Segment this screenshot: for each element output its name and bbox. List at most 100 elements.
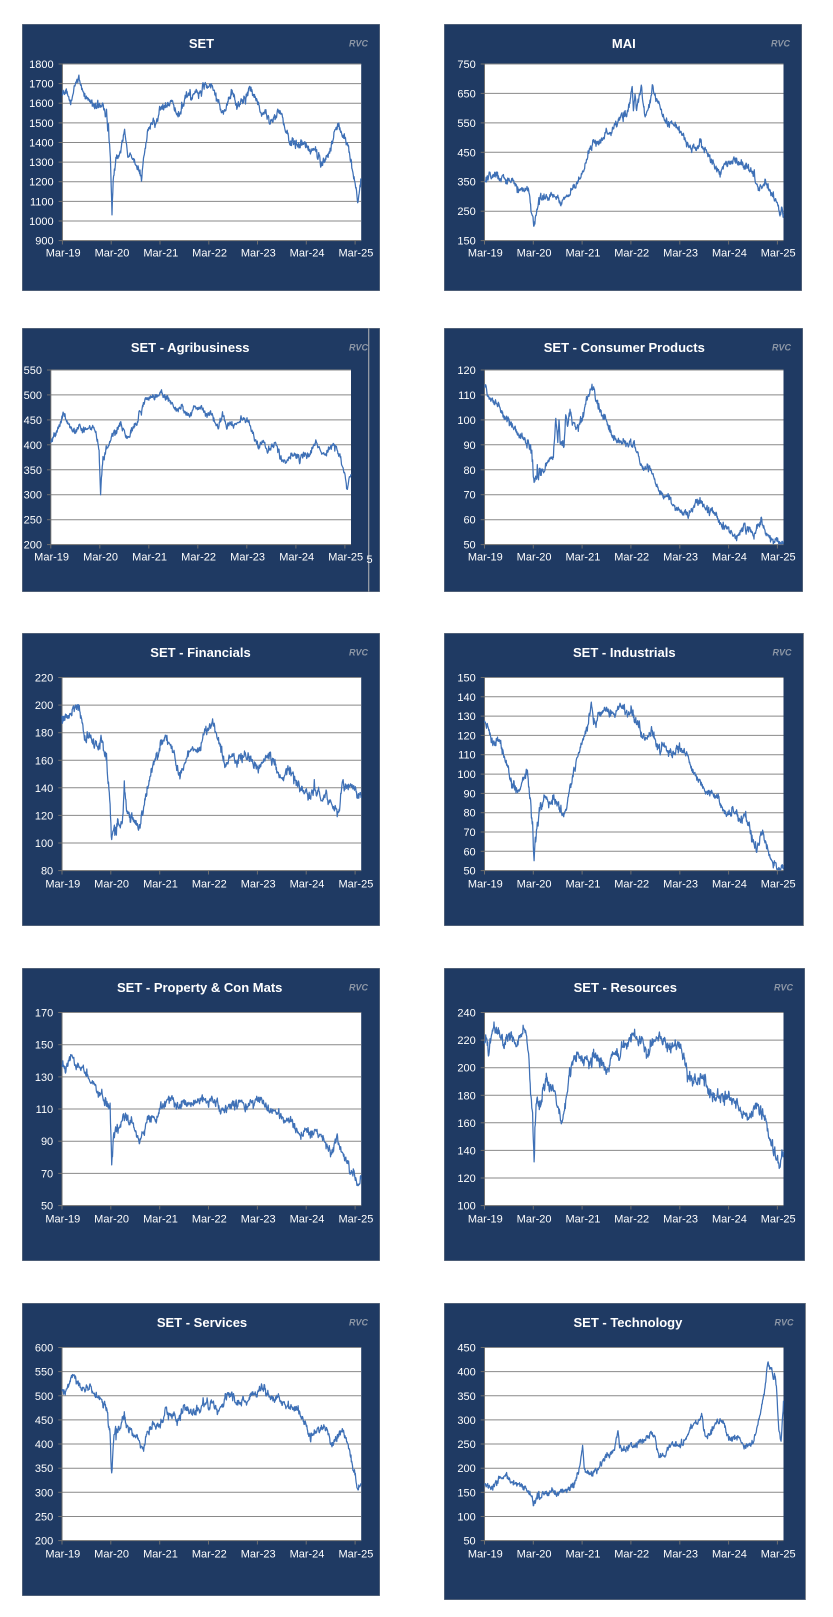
svg-text:Mar-19: Mar-19	[468, 551, 503, 563]
svg-text:Mar-22: Mar-22	[614, 878, 649, 890]
svg-text:70: 70	[463, 827, 475, 839]
svg-text:RVC: RVC	[772, 648, 792, 658]
svg-text:Mar-20: Mar-20	[517, 247, 552, 259]
svg-text:Mar-25: Mar-25	[761, 551, 796, 563]
svg-text:450: 450	[457, 147, 475, 159]
svg-text:RVC: RVC	[774, 983, 794, 993]
svg-text:Mar-25: Mar-25	[338, 1213, 373, 1225]
svg-text:SET - Industrials: SET - Industrials	[573, 645, 676, 660]
svg-text:80: 80	[41, 866, 53, 878]
svg-text:200: 200	[24, 540, 42, 552]
svg-text:RVC: RVC	[349, 343, 369, 353]
svg-text:90: 90	[463, 788, 475, 800]
svg-text:70: 70	[463, 490, 475, 502]
svg-text:450: 450	[24, 415, 42, 427]
svg-text:5: 5	[367, 554, 373, 566]
svg-text:350: 350	[457, 177, 475, 189]
svg-text:Mar-24: Mar-24	[712, 1213, 747, 1225]
svg-text:150: 150	[457, 236, 475, 248]
svg-text:Mar-20: Mar-20	[83, 551, 118, 563]
svg-text:Mar-19: Mar-19	[34, 551, 69, 563]
svg-text:SET - Resources: SET - Resources	[574, 980, 677, 995]
svg-text:350: 350	[457, 1391, 475, 1403]
svg-text:1400: 1400	[29, 137, 53, 149]
svg-text:250: 250	[457, 1439, 475, 1451]
svg-text:Mar-19: Mar-19	[468, 247, 503, 259]
svg-text:Mar-24: Mar-24	[712, 1548, 747, 1560]
svg-text:250: 250	[457, 206, 475, 218]
svg-text:1800: 1800	[29, 59, 53, 71]
svg-text:Mar-22: Mar-22	[614, 551, 649, 563]
svg-text:Mar-21: Mar-21	[143, 878, 178, 890]
svg-text:60: 60	[463, 515, 475, 527]
svg-text:160: 160	[457, 1118, 475, 1130]
svg-text:1000: 1000	[29, 216, 53, 228]
svg-text:400: 400	[24, 440, 42, 452]
svg-text:Mar-20: Mar-20	[517, 1213, 552, 1225]
svg-text:110: 110	[458, 390, 476, 402]
svg-text:150: 150	[35, 1040, 53, 1052]
svg-text:Mar-19: Mar-19	[45, 1213, 80, 1225]
svg-text:120: 120	[457, 365, 475, 377]
svg-text:120: 120	[457, 1173, 475, 1185]
svg-text:Mar-24: Mar-24	[290, 1213, 325, 1225]
svg-text:Mar-21: Mar-21	[565, 1548, 600, 1560]
svg-text:Mar-23: Mar-23	[663, 551, 698, 563]
svg-text:Mar-20: Mar-20	[95, 247, 130, 259]
svg-text:Mar-21: Mar-21	[565, 247, 600, 259]
svg-text:140: 140	[35, 783, 53, 795]
svg-text:Mar-23: Mar-23	[241, 878, 276, 890]
svg-text:Mar-20: Mar-20	[517, 551, 552, 563]
svg-text:450: 450	[35, 1415, 53, 1427]
svg-text:100: 100	[457, 769, 475, 781]
svg-text:500: 500	[35, 1391, 53, 1403]
svg-text:Mar-20: Mar-20	[94, 878, 129, 890]
svg-text:SET - Consumer Products: SET - Consumer Products	[544, 340, 705, 355]
svg-text:1700: 1700	[29, 79, 53, 91]
svg-text:50: 50	[463, 540, 475, 552]
svg-text:200: 200	[457, 1463, 475, 1475]
svg-text:Mar-23: Mar-23	[663, 1213, 698, 1225]
svg-text:Mar-24: Mar-24	[290, 878, 325, 890]
svg-text:750: 750	[457, 59, 475, 71]
svg-text:70: 70	[41, 1168, 53, 1180]
svg-text:Mar-22: Mar-22	[192, 1548, 227, 1560]
svg-text:1500: 1500	[29, 118, 53, 130]
svg-text:Mar-24: Mar-24	[290, 1548, 325, 1560]
svg-text:SET - Property & Con Mats: SET - Property & Con Mats	[117, 980, 282, 995]
svg-text:MAI: MAI	[612, 36, 636, 51]
svg-text:RVC: RVC	[772, 343, 792, 353]
svg-text:90: 90	[463, 440, 475, 452]
svg-text:550: 550	[35, 1367, 53, 1379]
svg-text:Mar-24: Mar-24	[712, 878, 747, 890]
svg-text:250: 250	[24, 515, 42, 527]
svg-text:180: 180	[35, 728, 53, 740]
svg-text:100: 100	[457, 1201, 475, 1213]
svg-text:RVC: RVC	[774, 1318, 794, 1328]
svg-text:Mar-25: Mar-25	[338, 247, 373, 259]
svg-text:Mar-24: Mar-24	[712, 551, 747, 563]
svg-text:Mar-22: Mar-22	[181, 551, 216, 563]
svg-text:SET: SET	[189, 36, 214, 51]
svg-text:Mar-19: Mar-19	[45, 878, 80, 890]
svg-text:170: 170	[35, 1007, 53, 1019]
svg-text:Mar-20: Mar-20	[94, 1548, 129, 1560]
svg-text:Mar-25: Mar-25	[761, 247, 796, 259]
svg-text:RVC: RVC	[349, 648, 369, 658]
svg-text:110: 110	[36, 1104, 54, 1116]
svg-text:100: 100	[35, 838, 53, 850]
svg-text:140: 140	[457, 692, 475, 704]
svg-text:550: 550	[24, 365, 42, 377]
svg-text:1100: 1100	[30, 196, 54, 208]
svg-text:140: 140	[457, 1145, 475, 1157]
svg-text:100: 100	[457, 415, 475, 427]
svg-text:SET - Services: SET - Services	[157, 1315, 247, 1330]
svg-text:400: 400	[457, 1367, 475, 1379]
svg-text:RVC: RVC	[349, 1318, 369, 1328]
svg-text:220: 220	[457, 1035, 475, 1047]
svg-text:Mar-23: Mar-23	[230, 551, 265, 563]
svg-text:120: 120	[457, 730, 475, 742]
svg-text:Mar-25: Mar-25	[761, 1548, 796, 1560]
svg-text:Mar-20: Mar-20	[94, 1213, 129, 1225]
svg-text:50: 50	[463, 866, 475, 878]
